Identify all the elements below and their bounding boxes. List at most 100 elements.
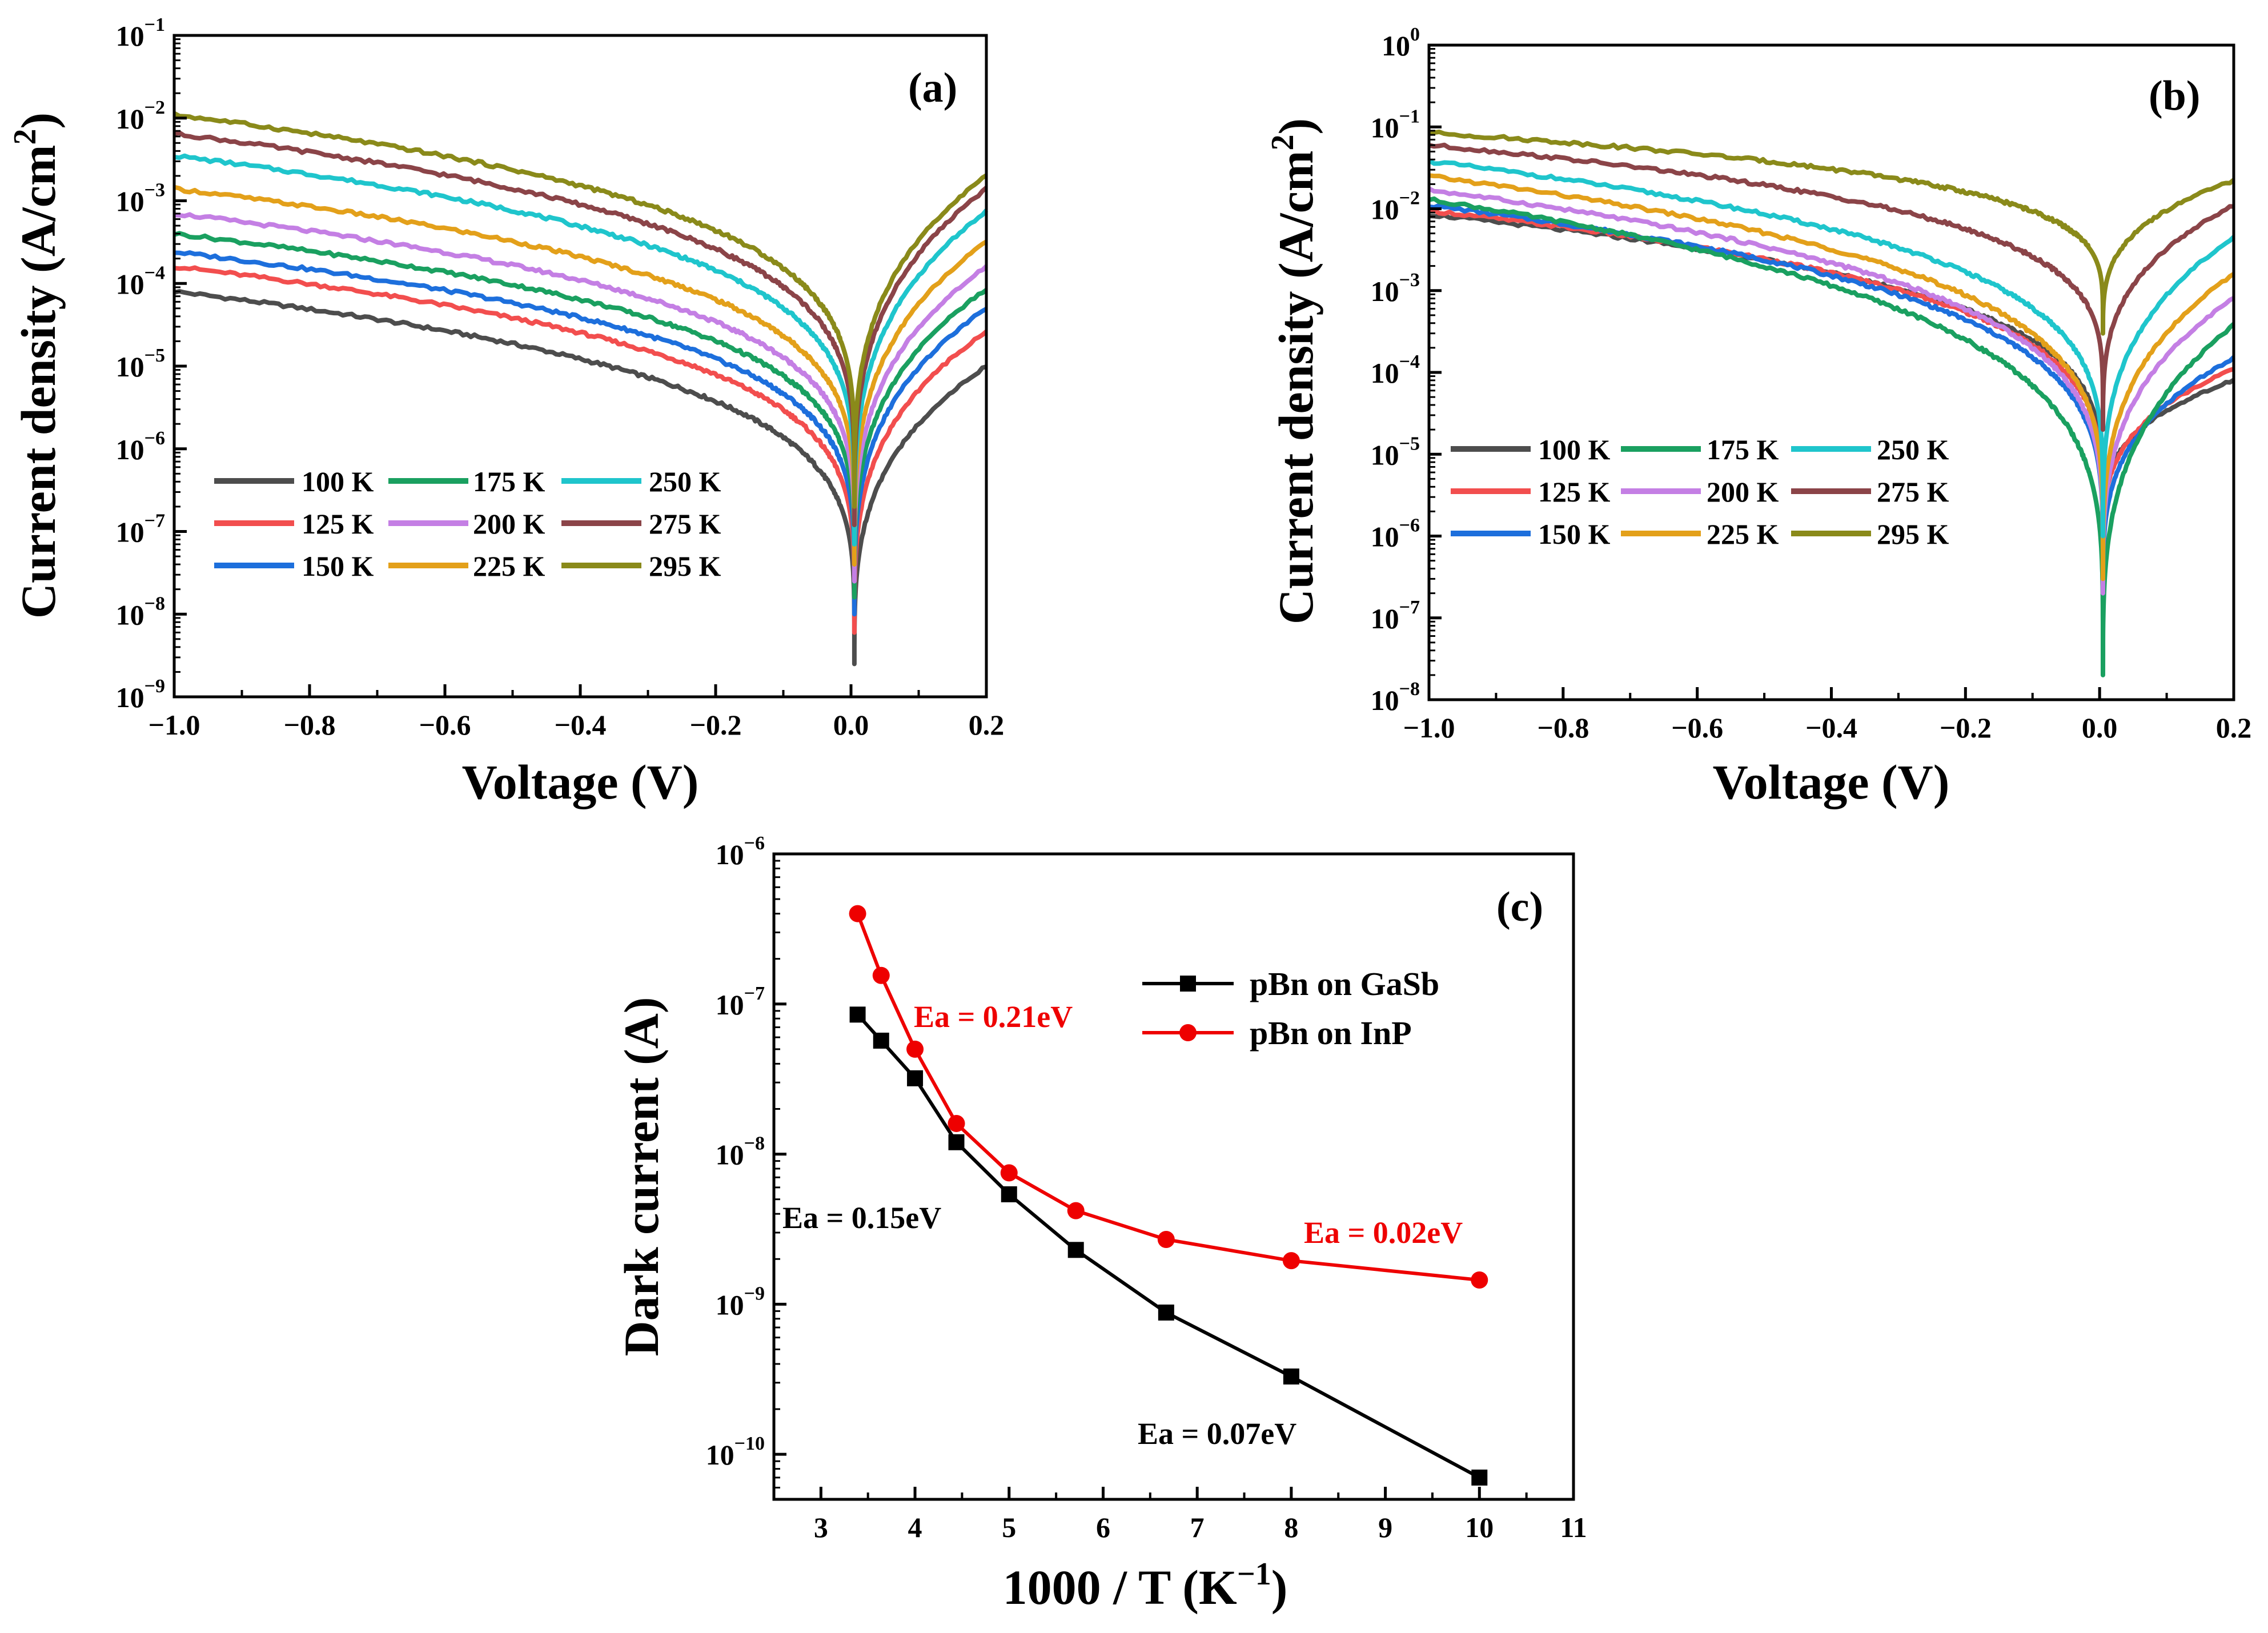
panel-a-y-tick-label: 10−6 — [116, 428, 165, 466]
panel-c-x-tick-label: 9 — [1378, 1511, 1392, 1543]
panel-a-series — [173, 111, 989, 667]
panel-c-legend-label-inp: pBn on InP — [1250, 1014, 1412, 1052]
panel-c-x-tick-label: 10 — [1465, 1511, 1494, 1543]
panel-a-x-tick-label: −1.0 — [148, 709, 200, 741]
panel-c-point-pbn-on-gasb — [873, 1032, 889, 1049]
panel-b-x-tick-label: 0.2 — [2216, 712, 2252, 744]
panel-a-legend-label-175k: 175 K — [473, 466, 545, 497]
panel-b-legend-item-200k: 200 K — [1621, 476, 1779, 508]
panel-a-x-tick-label: 0.2 — [969, 709, 1005, 741]
panel-c-legend-marker-gasb — [1180, 976, 1196, 992]
panel-c-annotation-ea-021: Ea = 0.21eV — [914, 1000, 1073, 1034]
panel-a-legend: 100 K 125 K 150 K 175 K 200 K 225 K 250 … — [214, 466, 721, 582]
panel-a-y-tick-label: 10−1 — [116, 14, 165, 52]
panel-b-y-axis-label-main: Current density (A/cm — [1269, 151, 1323, 625]
panel-a-y-tick-label: 10−9 — [116, 676, 165, 713]
panel-b-legend-label-125k: 125 K — [1538, 476, 1611, 508]
panel-b-x-tick-label: −0.8 — [1537, 712, 1589, 744]
panel-a-legend-label-200k: 200 K — [473, 508, 545, 540]
panel-a-x-tick-label: −0.4 — [555, 709, 607, 741]
panel-c-legend-item-gasb: pBn on GaSb — [1142, 965, 1439, 1002]
panel-b-curve-175k — [1428, 196, 2235, 677]
panel-c-point-pbn-on-gasb — [907, 1070, 924, 1086]
panel-a-legend-item-125k: 125 K — [214, 508, 374, 540]
panel-a-label: (a) — [908, 65, 957, 111]
panel-c-label: (c) — [1496, 884, 1543, 930]
panel-c-annotation-ea-015: Ea = 0.15eV — [782, 1201, 941, 1235]
panel-c-point-pbn-on-inp — [1067, 1202, 1085, 1219]
panel-c-x-axis-label: 1000 / T (K−1) — [1003, 1556, 1288, 1615]
panel-b-legend-item-250k: 250 K — [1791, 434, 1949, 466]
panel-b-y-tick-label: 10−6 — [1371, 515, 1420, 553]
panel-c-y-tick-label: 10−7 — [716, 983, 765, 1021]
panel-a-legend-item-200k: 200 K — [388, 508, 545, 540]
panel-b-legend-item-295k: 295 K — [1791, 518, 1949, 550]
panel-b-y-tick-label: 10−3 — [1371, 270, 1420, 307]
panel-c-x-ticks: 3 4 5 6 7 8 9 10 11 — [814, 1487, 1587, 1543]
panel-a-x-tick-label: −0.2 — [690, 709, 742, 741]
panel-a-y-tick-label: 10−4 — [116, 262, 165, 300]
panel-a: −1.0 −0.8 −0.6 −0.4 −0.2 0.0 0.2 10−910−810−71… — [7, 14, 1004, 809]
panel-b-legend-label-100k: 100 K — [1538, 434, 1611, 466]
panel-b-legend-label-175k: 175 K — [1707, 434, 1779, 466]
panel-a-y-axis-label-sup: 2 — [7, 129, 43, 145]
panel-b-y-axis-label: Current density (A/cm2) — [1265, 118, 1323, 624]
panel-b-series — [1427, 129, 2235, 677]
panel-a-legend-label-250k: 250 K — [649, 466, 721, 497]
panel-b-legend-item-225k: 225 K — [1621, 518, 1779, 550]
panel-b: −1.0 −0.8 −0.6 −0.4 −0.2 0.0 0.2 10−810−710−61… — [1265, 24, 2251, 809]
panel-b-x-tick-label: −0.6 — [1671, 712, 1723, 744]
panel-c-point-pbn-on-gasb — [849, 1006, 866, 1023]
panel-c-x-axis-label-main: 1000 / T (K — [1003, 1560, 1237, 1615]
panel-a-legend-label-295k: 295 K — [649, 550, 721, 582]
panel-b-y-axis-label-close: ) — [1269, 118, 1323, 135]
panel-b-x-tick-label: 0.0 — [2082, 712, 2118, 744]
panel-b-legend: 100 K 125 K 150 K 175 K 200 K 225 K 250 … — [1451, 434, 1949, 550]
panel-b-x-ticks: −1.0 −0.8 −0.6 −0.4 −0.2 0.0 0.2 — [1403, 687, 2252, 744]
panel-b-curve-295k — [1428, 129, 2235, 336]
panel-c-annotation-ea-007: Ea = 0.07eV — [1138, 1417, 1296, 1451]
panel-c-point-pbn-on-gasb — [1471, 1469, 1488, 1486]
panel-c-x-tick-label: 8 — [1284, 1511, 1298, 1543]
panel-c-x-tick-label: 5 — [1002, 1511, 1016, 1543]
panel-b-y-tick-label: 10−8 — [1371, 679, 1420, 716]
panel-c-legend: pBn on GaSb pBn on InP — [1142, 965, 1439, 1052]
panel-c-y-ticks: 10−10 10−9 10−8 10−7 10−6 — [706, 833, 786, 1488]
panel-c-y-tick-label: 10−9 — [716, 1283, 765, 1321]
panel-a-legend-item-100k: 100 K — [214, 466, 374, 497]
panel-a-legend-label-225k: 225 K — [473, 550, 545, 582]
panel-c-point-pbn-on-inp — [906, 1040, 924, 1058]
panel-c-y-tick-label: 10−8 — [716, 1133, 765, 1171]
panel-a-y-axis-label-close: ) — [11, 113, 66, 129]
panel-a-y-axis-label-main: Current density (A/cm — [11, 145, 66, 619]
panel-c-x-axis-label-close: ) — [1271, 1560, 1288, 1615]
panel-b-y-ticks: 10−8 10−7 10−6 10−5 10−4 10−3 10−2 10−1 100 — [1371, 24, 1442, 716]
panel-c-point-pbn-on-inp — [849, 905, 866, 922]
panel-a-y-tick-label: 10−3 — [116, 180, 165, 218]
panel-a-legend-item-275k: 275 K — [561, 508, 721, 540]
panel-b-label: (b) — [2149, 73, 2200, 119]
panel-c-y-axis-label: Dark current (A) — [614, 997, 669, 1357]
panel-c-point-pbn-on-inp — [948, 1114, 965, 1132]
panel-a-y-tick-label: 10−5 — [116, 345, 165, 383]
panel-a-x-tick-label: −0.6 — [419, 709, 471, 741]
panel-a-x-ticks: −1.0 −0.8 −0.6 −0.4 −0.2 0.0 0.2 — [148, 684, 1005, 741]
panel-b-curve-250k — [1427, 158, 2235, 539]
panel-c-y-tick-label: 10−6 — [716, 833, 765, 870]
panel-a-legend-item-295k: 295 K — [561, 550, 721, 582]
panel-c: 3 4 5 6 7 8 9 10 11 10−10 10−9 10−8 10−7 10−6 (c) 10… — [614, 833, 1587, 1615]
panel-b-legend-item-175k: 175 K — [1621, 434, 1779, 466]
panel-c-x-tick-label: 11 — [1560, 1511, 1587, 1543]
panel-a-y-ticks: 10−9 10−8 10−7 10−6 10−5 10−4 10−3 10−2 10−1 — [116, 14, 187, 713]
panel-c-series — [849, 905, 1488, 1486]
panel-c-x-tick-label: 3 — [814, 1511, 828, 1543]
panel-b-legend-item-125k: 125 K — [1451, 476, 1611, 508]
panel-b-legend-item-150k: 150 K — [1451, 518, 1611, 550]
panel-b-legend-label-225k: 225 K — [1707, 518, 1779, 550]
panel-c-x-tick-label: 6 — [1096, 1511, 1110, 1543]
panel-b-x-tick-label: −1.0 — [1403, 712, 1455, 744]
panel-c-x-axis-label-sup: −1 — [1237, 1556, 1271, 1592]
panel-a-x-tick-label: 0.0 — [833, 709, 869, 741]
panel-a-curve-295k — [173, 111, 988, 509]
